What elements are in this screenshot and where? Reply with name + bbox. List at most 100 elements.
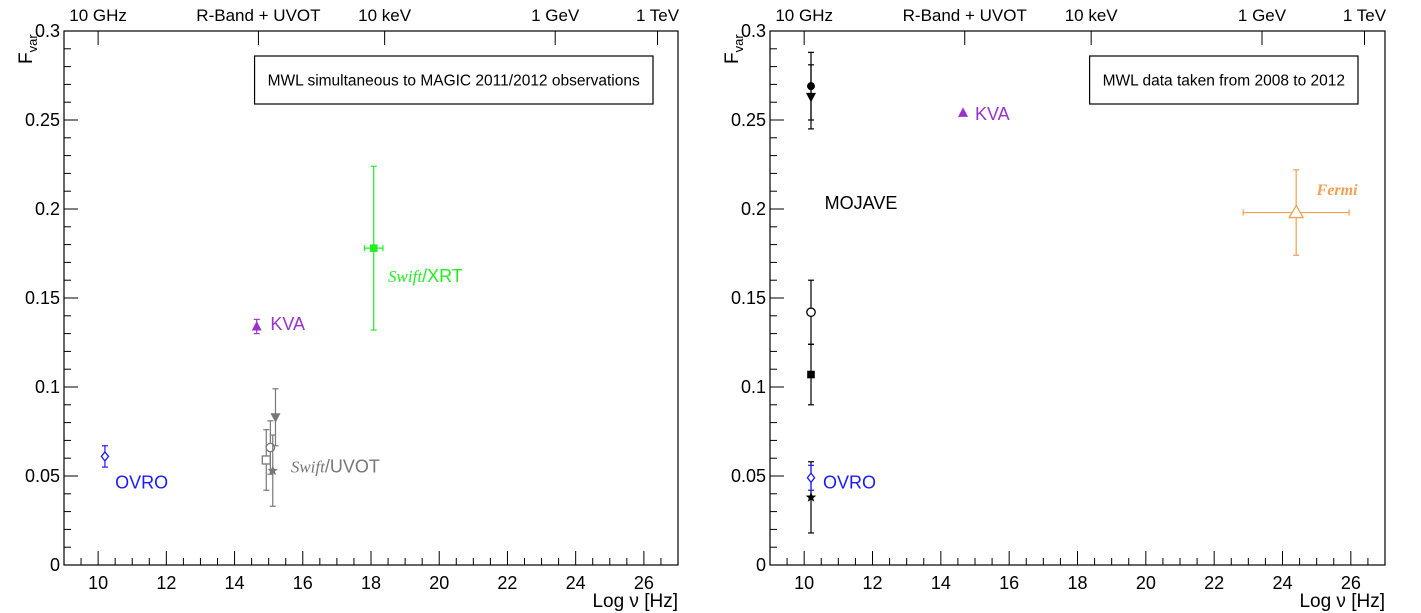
top-axis-label: 10 keV [1065,6,1119,25]
legend-frame [253,55,654,105]
top-axis-label: 1 GeV [1238,6,1287,25]
data-point [807,343,815,406]
data-point [267,434,278,507]
data-point [100,445,110,468]
top-axis-label: 1 TeV [1343,6,1387,25]
y-tick-label: 0.05 [731,466,766,486]
x-tick-label: 24 [1272,573,1292,593]
series-0 [805,51,817,534]
x-tick-label: 26 [1341,573,1361,593]
annotation-label: Fermi [1316,182,1358,199]
y-axis-title: Fvar [722,34,746,64]
y-axis-title-sub: var [25,34,40,53]
data-point [806,464,816,491]
x-tick-label: 22 [1204,573,1224,593]
y-tick-label: 0.2 [35,199,60,219]
series-1 [251,318,262,335]
x-tick-label: 18 [1067,573,1087,593]
y-tick-label: 0.1 [741,377,766,397]
top-axis-label: R-Band + UVOT [196,6,320,25]
x-tick-label: 14 [225,573,245,593]
x-tick-label: 10 [88,573,108,593]
y-tick-label: 0.25 [731,110,766,130]
annotation-text: /XRT [422,266,463,286]
series-0 [100,445,110,468]
x-tick-label: 24 [566,573,586,593]
x-tick-label: 22 [497,573,517,593]
y-axis: 0 0.05 0.1 0.15 0.2 0.25 0.3 [731,21,784,575]
x-tick-label: 10 [794,573,814,593]
legend-box: MWL simultaneous to MAGIC 2011/2012 obse… [253,55,654,105]
annotation-label: KVA [270,314,305,334]
series-2 [363,165,384,331]
chart-panel-left: 10 12 14 16 18 20 22 24 26 0 0.05 0.1 0.15 0.2 0.25 0.3… [16,6,680,612]
series-2 [958,107,969,117]
y-tick-label: 0.15 [731,288,766,308]
x-tick-label: 14 [931,573,951,593]
annotation-italic: Fermi [1316,182,1358,199]
x-tick-label: 26 [634,573,654,593]
legend-frame [1088,55,1359,105]
data-point [363,165,384,331]
y-tick-label: 0.1 [35,377,60,397]
data-point [251,318,262,335]
y-tick-label: 0.05 [25,466,60,486]
chart-panel-right: 10 12 14 16 18 20 22 24 26 0 0.05 0.1 0.15 0.2 0.25 0.3… [722,6,1387,612]
legend-text: MWL simultaneous to MAGIC 2011/2012 obse… [268,73,640,90]
data-point [1242,169,1350,256]
series-3 [1242,169,1350,256]
x-tick-label: 16 [999,573,1019,593]
series-3 [261,388,281,507]
top-axis-label: 1 TeV [636,6,680,25]
y-axis-title: Fvar [16,34,40,64]
x-tick-label: 12 [156,573,176,593]
x-tick-label: 20 [429,573,449,593]
annotation-text: KVA [975,104,1010,124]
y-axis-title-main: F [722,52,743,64]
legend-box: MWL data taken from 2008 to 2012 [1088,55,1359,105]
top-axis-label: R-Band + UVOT [903,6,1027,25]
annotation-text: OVRO [823,472,876,492]
legend-text: MWL data taken from 2008 to 2012 [1103,73,1345,90]
y-axis-title-main: F [16,52,37,64]
y-tick-label: 0.3 [741,21,766,41]
y-axis-title-sub: var [731,34,746,53]
x-tick-label: 20 [1136,573,1156,593]
top-axis: 10 GHz R-Band + UVOT 10 keV 1 GeV 1 TeV [69,6,680,45]
annotation-text: MOJAVE [825,193,898,213]
x-axis: 10 12 14 16 18 20 22 24 26 [769,551,1386,593]
annotation-italic: Swift [291,457,326,476]
x-tick-label: 18 [361,573,381,593]
annotation-label: KVA [975,104,1010,124]
annotation-text: KVA [270,314,305,334]
data-point [806,64,816,130]
annotation-text: OVRO [115,472,168,492]
annotation-label: OVRO [823,472,876,492]
y-tick-label: 0 [756,555,766,575]
annotation-text: /UVOT [325,456,380,476]
data-point [261,429,271,491]
top-axis-label: 10 keV [358,6,412,25]
top-axis-label: 10 GHz [775,6,833,25]
data-point [806,279,816,345]
series-1 [806,464,816,491]
annotation-label: MOJAVE [825,193,898,213]
y-axis: 0 0.05 0.1 0.15 0.2 0.25 0.3 [25,21,78,575]
top-axis-label: 10 GHz [69,6,127,25]
annotation-label: OVRO [115,472,168,492]
y-tick-label: 0.3 [35,21,60,41]
top-axis-label: 1 GeV [531,6,580,25]
annotation-italic: Swift [388,267,423,286]
data-point [958,107,969,117]
y-tick-label: 0.15 [25,288,60,308]
x-axis-title: Log ν [Hz] [1299,591,1385,612]
x-axis-title: Log ν [Hz] [592,591,678,612]
x-tick-label: 16 [293,573,313,593]
annotation-label: Swift/UVOT [291,456,380,476]
data-point [270,388,281,447]
annotation-label: Swift/XRT [388,266,463,286]
y-tick-label: 0.25 [25,110,60,130]
x-tick-label: 12 [862,573,882,593]
top-axis: 10 GHz R-Band + UVOT 10 keV 1 GeV 1 TeV [775,6,1387,45]
y-tick-label: 0.2 [741,199,766,219]
